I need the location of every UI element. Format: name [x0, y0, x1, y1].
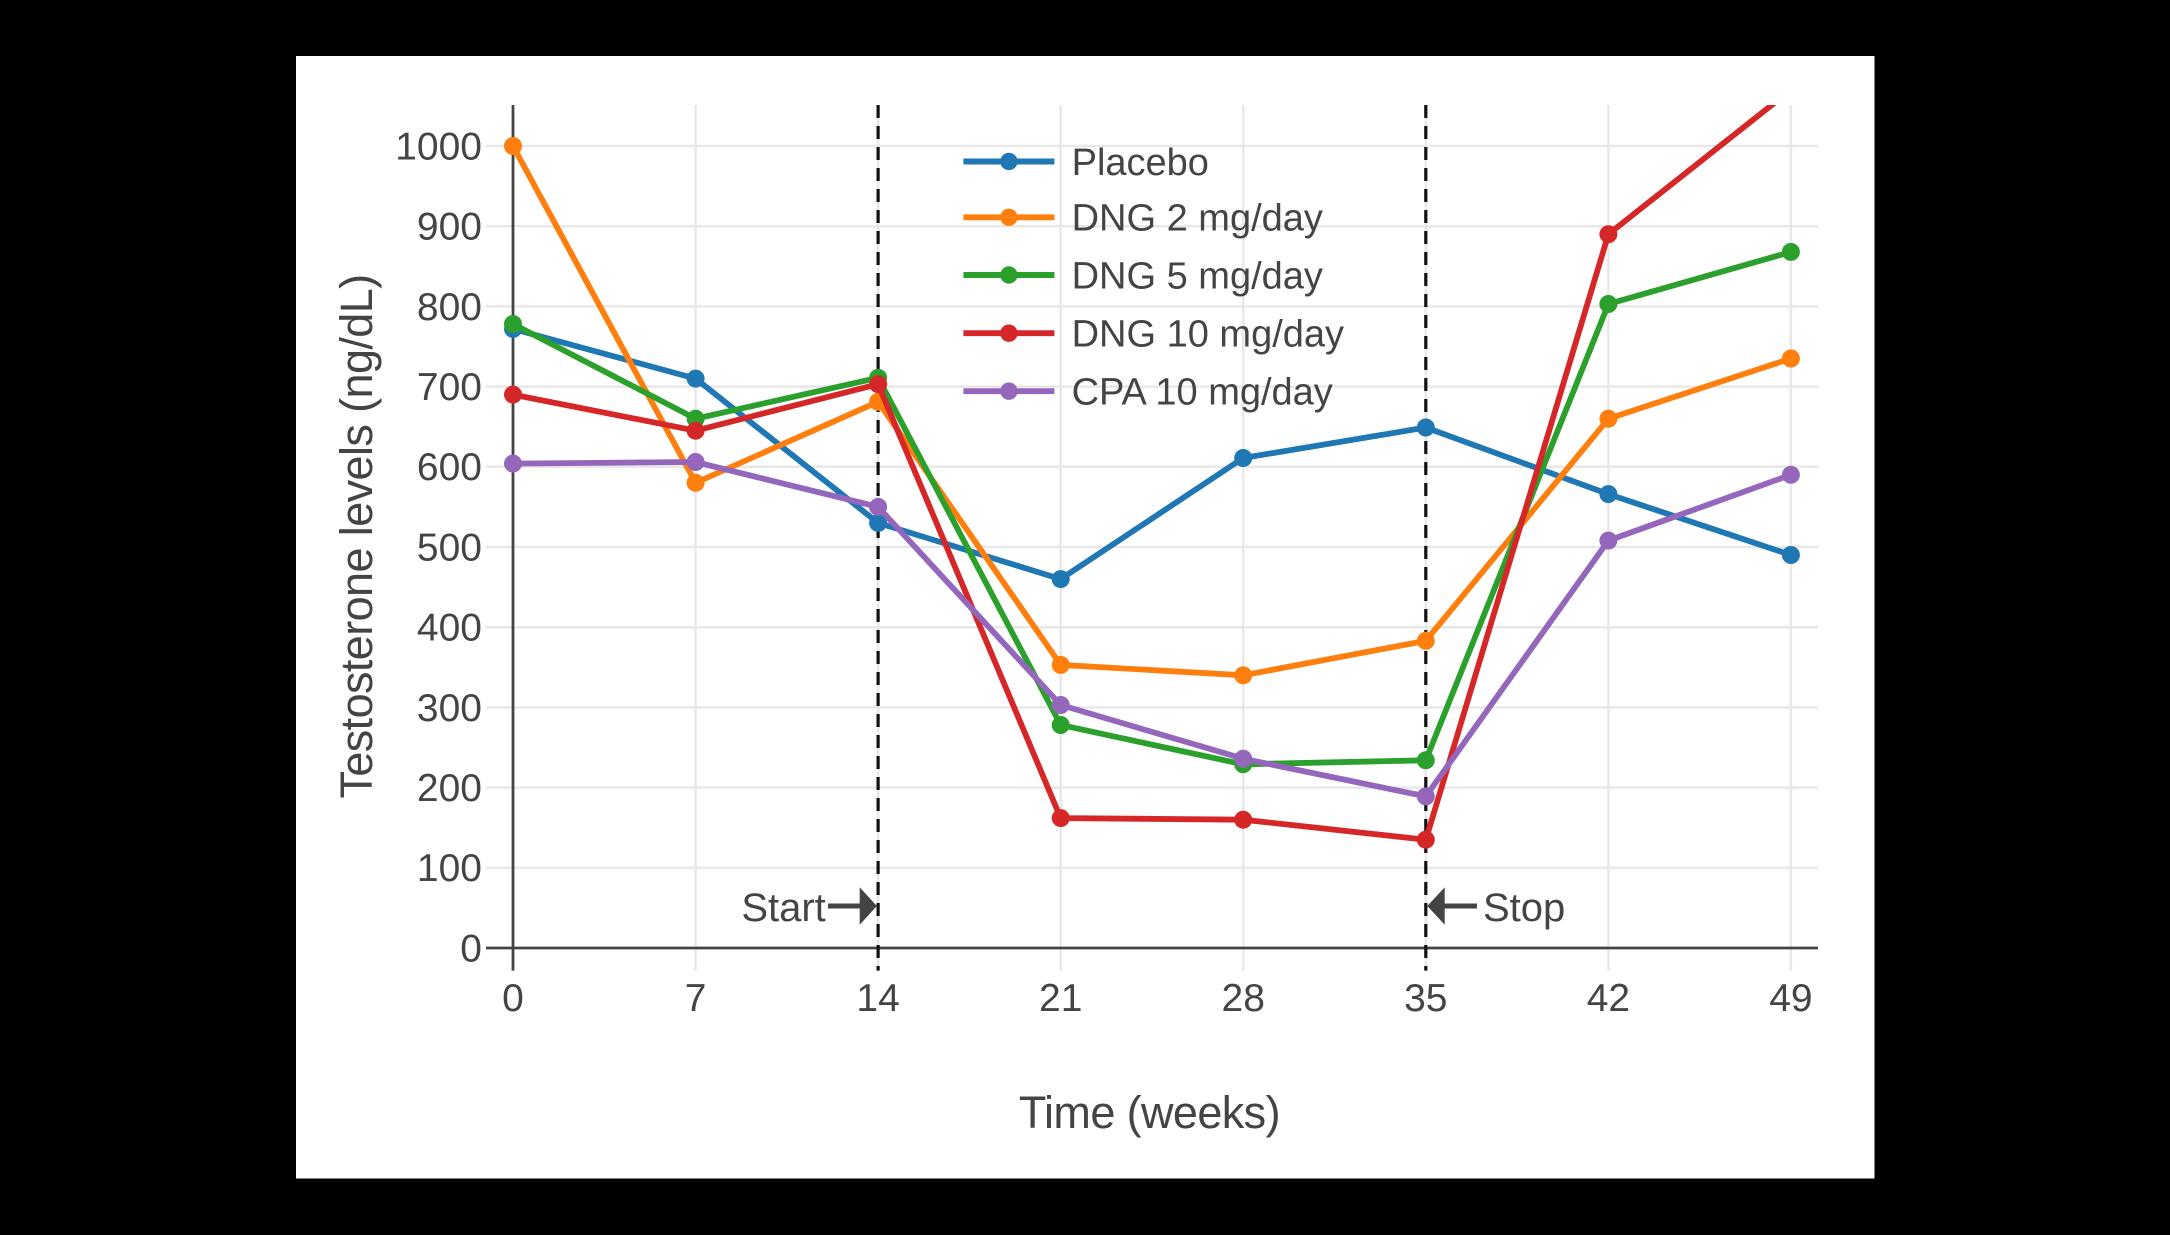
svg-text:500: 500 — [417, 526, 482, 569]
svg-text:600: 600 — [417, 446, 482, 489]
svg-text:Start: Start — [741, 886, 825, 930]
svg-text:DNG 10 mg/day: DNG 10 mg/day — [1072, 314, 1344, 356]
svg-text:Testosterone levels (ng/dL): Testosterone levels (ng/dL) — [331, 274, 382, 798]
svg-text:28: 28 — [1222, 977, 1265, 1020]
svg-text:Stop: Stop — [1483, 886, 1565, 930]
svg-text:0: 0 — [460, 927, 482, 970]
svg-text:DNG 2 mg/day: DNG 2 mg/day — [1072, 198, 1323, 240]
svg-text:700: 700 — [417, 366, 482, 409]
svg-text:42: 42 — [1587, 977, 1630, 1020]
svg-text:49: 49 — [1769, 977, 1812, 1020]
svg-text:0: 0 — [502, 977, 524, 1020]
svg-text:100: 100 — [417, 847, 482, 890]
svg-text:7: 7 — [685, 977, 707, 1020]
svg-text:1000: 1000 — [395, 125, 482, 168]
svg-text:300: 300 — [417, 687, 482, 730]
svg-text:CPA 10 mg/day: CPA 10 mg/day — [1072, 372, 1333, 414]
svg-text:14: 14 — [856, 977, 899, 1020]
svg-text:DNG 5 mg/day: DNG 5 mg/day — [1072, 255, 1323, 297]
svg-text:900: 900 — [417, 206, 482, 249]
svg-text:21: 21 — [1039, 977, 1082, 1020]
svg-text:800: 800 — [417, 286, 482, 329]
svg-text:Placebo: Placebo — [1072, 142, 1209, 184]
svg-text:200: 200 — [417, 767, 482, 810]
svg-text:Time (weeks): Time (weeks) — [1019, 1087, 1280, 1138]
svg-text:35: 35 — [1404, 977, 1447, 1020]
svg-text:400: 400 — [417, 607, 482, 650]
